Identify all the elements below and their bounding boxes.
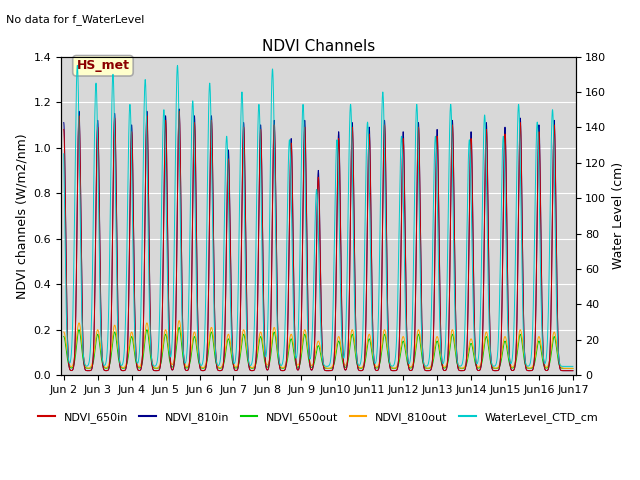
Text: No data for f_WaterLevel: No data for f_WaterLevel	[6, 14, 145, 25]
Legend: NDVI_650in, NDVI_810in, NDVI_650out, NDVI_810out, WaterLevel_CTD_cm: NDVI_650in, NDVI_810in, NDVI_650out, NDV…	[34, 407, 603, 427]
Text: HS_met: HS_met	[76, 60, 129, 72]
Y-axis label: NDVI channels (W/m2/nm): NDVI channels (W/m2/nm)	[15, 133, 28, 299]
Title: NDVI Channels: NDVI Channels	[262, 39, 375, 54]
Y-axis label: Water Level (cm): Water Level (cm)	[612, 162, 625, 269]
